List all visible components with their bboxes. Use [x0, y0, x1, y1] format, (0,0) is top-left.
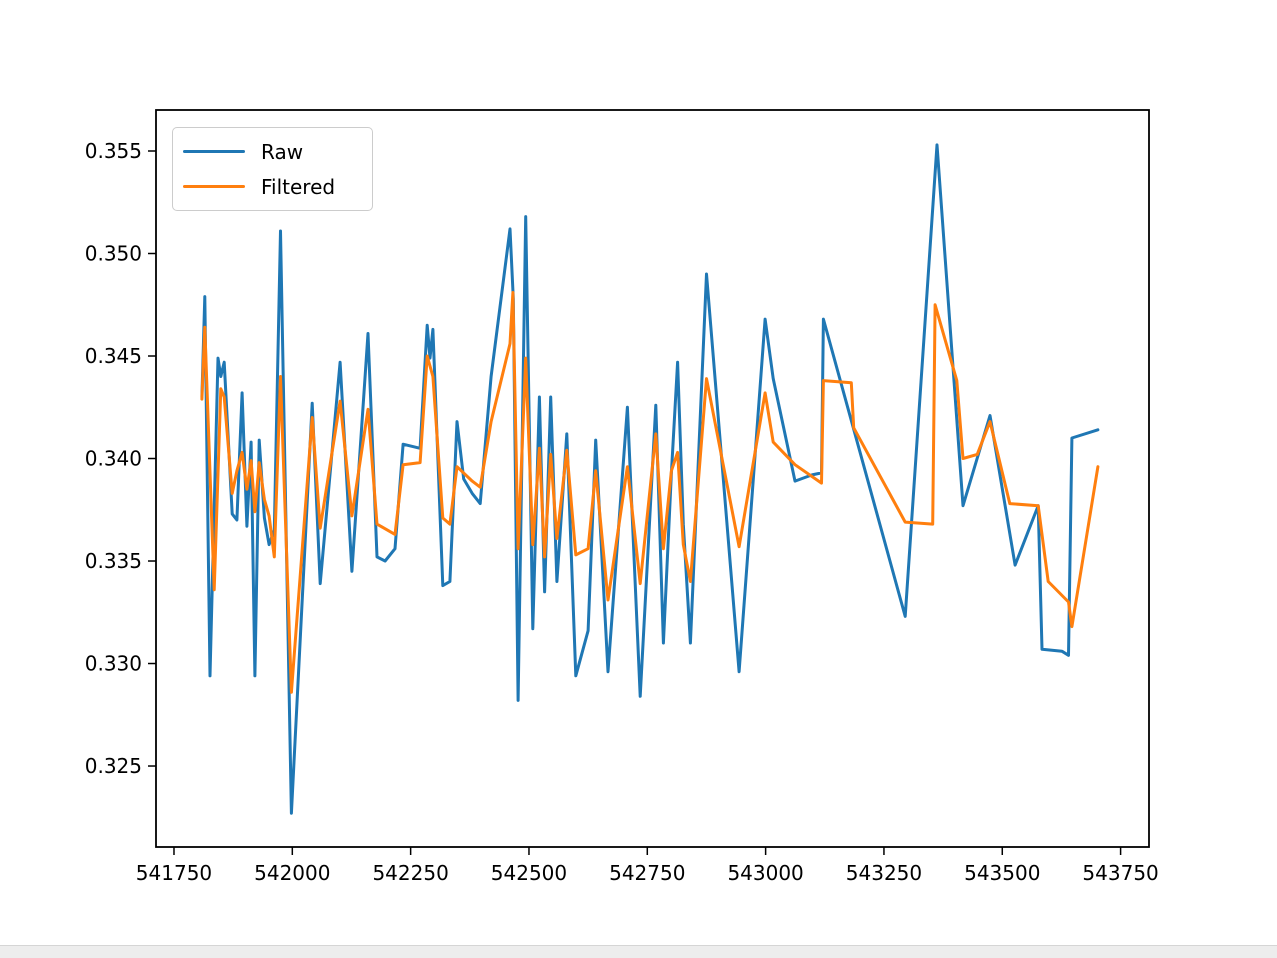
- x-tick-label: 543250: [846, 861, 922, 885]
- legend: Raw Filtered: [172, 127, 373, 211]
- x-tick-label: 542000: [254, 861, 330, 885]
- legend-label-raw: Raw: [261, 139, 304, 164]
- x-tick-label: 541750: [136, 861, 212, 885]
- y-tick-label: 0.345: [85, 344, 142, 368]
- y-tick-label: 0.325: [85, 754, 142, 778]
- x-tick-label: 543750: [1082, 861, 1158, 885]
- x-tick-label: 543000: [727, 861, 803, 885]
- window-bottom-strip: [0, 945, 1277, 958]
- x-tick-label: 542250: [372, 861, 448, 885]
- legend-entry-filtered: Filtered: [183, 177, 362, 197]
- y-tick-label: 0.330: [85, 652, 142, 676]
- y-tick-label: 0.355: [85, 139, 142, 163]
- series-filtered-line: [200, 291, 1100, 694]
- y-tick-label: 0.340: [85, 447, 142, 471]
- legend-entry-raw: Raw: [183, 142, 362, 162]
- x-tick-label: 543500: [964, 861, 1040, 885]
- y-tick-label: 0.350: [85, 242, 142, 266]
- raw-line-swatch: [183, 150, 245, 153]
- x-tick-label: 542500: [491, 861, 567, 885]
- filtered-line-swatch: [183, 185, 245, 188]
- x-tick-label: 542750: [609, 861, 685, 885]
- y-tick-label: 0.335: [85, 549, 142, 573]
- legend-label-filtered: Filtered: [261, 174, 336, 199]
